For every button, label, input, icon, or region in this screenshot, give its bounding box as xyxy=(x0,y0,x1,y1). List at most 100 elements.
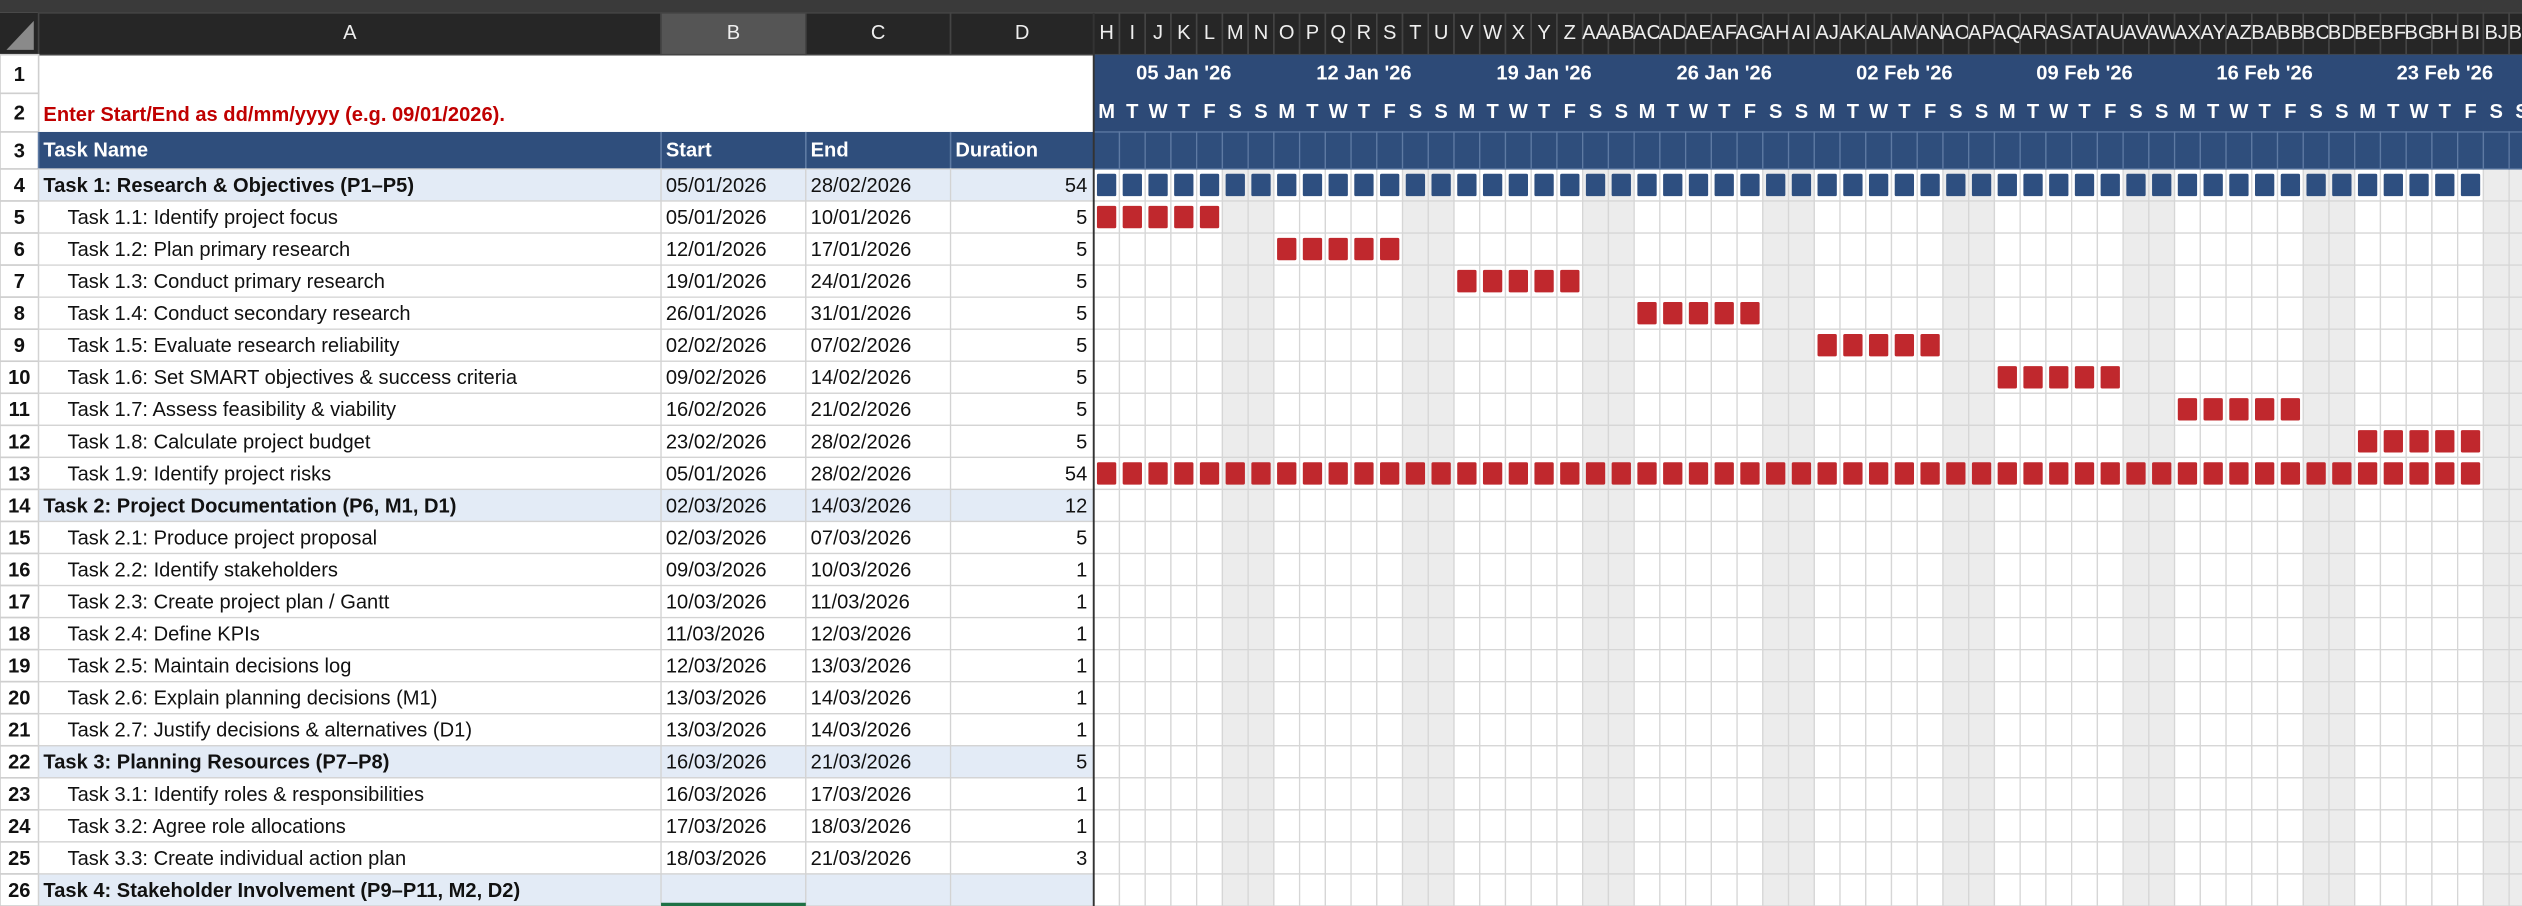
gantt-cell[interactable] xyxy=(1839,745,1867,779)
gantt-cell[interactable] xyxy=(2431,264,2459,298)
column-header[interactable] xyxy=(1581,12,1610,56)
gantt-cell[interactable] xyxy=(2379,232,2407,266)
gantt-cell[interactable] xyxy=(1350,841,1378,875)
gantt-cell[interactable] xyxy=(2122,232,2150,266)
gantt-cell[interactable] xyxy=(1479,200,1507,234)
gantt-cell[interactable] xyxy=(2148,360,2176,394)
gantt-cell[interactable] xyxy=(2431,328,2459,362)
gantt-cell[interactable] xyxy=(1273,745,1301,779)
gantt-cell[interactable] xyxy=(2328,745,2356,779)
gantt-cell[interactable] xyxy=(2405,809,2433,843)
column-header[interactable] xyxy=(2070,12,2099,56)
gantt-cell[interactable] xyxy=(1530,777,1558,811)
cell[interactable] xyxy=(37,681,662,715)
cell[interactable] xyxy=(37,200,662,234)
gantt-cell[interactable] xyxy=(1530,713,1558,747)
gantt-cell[interactable] xyxy=(1813,841,1841,875)
gantt-cell[interactable] xyxy=(2019,873,2047,906)
gantt-cell[interactable] xyxy=(1530,809,1558,843)
gantt-cell[interactable] xyxy=(1530,488,1558,523)
gantt-cell[interactable] xyxy=(2070,296,2099,330)
gantt-cell[interactable] xyxy=(2302,360,2330,394)
gantt-cell[interactable] xyxy=(1530,392,1558,426)
gantt-cell[interactable] xyxy=(2070,264,2099,298)
gantt-cell[interactable] xyxy=(1813,424,1841,459)
gantt-cell[interactable] xyxy=(1762,713,1790,747)
row-number[interactable]: 1 xyxy=(14,64,25,86)
gantt-cell[interactable] xyxy=(2070,520,2099,555)
gantt-cell[interactable] xyxy=(1787,873,1815,906)
column-letter[interactable]: AZ xyxy=(2226,22,2252,44)
gantt-cell[interactable] xyxy=(1118,777,1146,811)
gantt-cell[interactable] xyxy=(2302,200,2330,234)
gantt-cell[interactable] xyxy=(1273,616,1301,651)
gantt-cell[interactable] xyxy=(1530,616,1558,651)
gantt-cell[interactable] xyxy=(2379,264,2407,298)
gantt-cell[interactable] xyxy=(1170,264,1198,298)
gantt-cell[interactable] xyxy=(2379,520,2407,555)
gantt-cell[interactable] xyxy=(1607,713,1635,747)
gantt-cell[interactable] xyxy=(2225,584,2253,619)
row-number[interactable]: 5 xyxy=(14,207,25,229)
gantt-cell[interactable] xyxy=(1839,296,1867,330)
gantt-cell[interactable] xyxy=(1427,328,1455,362)
gantt-cell[interactable] xyxy=(2225,360,2253,394)
gantt-cell[interactable] xyxy=(1479,713,1507,747)
gantt-cell[interactable] xyxy=(2251,296,2279,330)
gantt-cell[interactable] xyxy=(1942,328,1970,362)
column-letter[interactable]: D xyxy=(1015,22,1030,44)
column-letter[interactable]: AC xyxy=(1633,22,1661,44)
gantt-cell[interactable] xyxy=(2148,809,2176,843)
gantt-cell[interactable] xyxy=(1607,200,1635,234)
gantt-cell[interactable] xyxy=(2173,873,2201,906)
gantt-cell[interactable] xyxy=(1556,296,1584,330)
gantt-cell[interactable] xyxy=(1247,873,1275,906)
gantt-cell[interactable] xyxy=(1118,873,1146,906)
gantt-cell[interactable] xyxy=(1453,584,1481,619)
gantt-cell[interactable] xyxy=(2122,392,2150,426)
gantt-cell[interactable] xyxy=(1273,200,1301,234)
gantt-cell[interactable] xyxy=(1170,713,1198,747)
gantt-cell[interactable] xyxy=(2457,200,2485,234)
gantt-cell[interactable] xyxy=(1993,841,2021,875)
column-letter[interactable]: AL xyxy=(1866,22,1891,44)
gantt-cell[interactable] xyxy=(2199,873,2227,906)
gantt-cell[interactable] xyxy=(1993,520,2021,555)
gantt-cell[interactable] xyxy=(1530,873,1558,906)
row-number[interactable]: 2 xyxy=(14,103,25,125)
gantt-cell[interactable] xyxy=(1865,296,1893,330)
gantt-cell[interactable] xyxy=(1787,616,1815,651)
gantt-cell[interactable] xyxy=(1582,200,1610,234)
cell[interactable] xyxy=(660,328,807,362)
gantt-cell[interactable] xyxy=(1736,648,1764,683)
gantt-cell[interactable] xyxy=(2302,424,2330,459)
gantt-cell[interactable] xyxy=(1298,488,1326,523)
gantt-cell[interactable] xyxy=(1736,360,1764,394)
gantt-cell[interactable] xyxy=(2405,520,2433,555)
gantt-cell[interactable] xyxy=(1530,584,1558,619)
gantt-cell[interactable] xyxy=(1401,552,1429,587)
gantt-cell[interactable] xyxy=(1324,488,1352,523)
column-letter[interactable]: W xyxy=(1483,22,1502,44)
gantt-cell[interactable] xyxy=(2225,745,2253,779)
gantt-cell[interactable] xyxy=(1993,873,2021,906)
gantt-cell[interactable] xyxy=(2328,841,2356,875)
gantt-cell[interactable] xyxy=(2225,809,2253,843)
gantt-cell[interactable] xyxy=(2122,296,2150,330)
gantt-cell[interactable] xyxy=(1710,392,1738,426)
gantt-cell[interactable] xyxy=(1453,616,1481,651)
row-number[interactable]: 26 xyxy=(8,880,30,902)
gantt-cell[interactable] xyxy=(1684,809,1713,843)
gantt-cell[interactable] xyxy=(2096,809,2124,843)
gantt-cell[interactable] xyxy=(1273,488,1301,523)
gantt-cell[interactable] xyxy=(1401,616,1429,651)
gantt-cell[interactable] xyxy=(1350,777,1378,811)
gantt-cell[interactable] xyxy=(1324,745,1352,779)
gantt-cell[interactable] xyxy=(1273,264,1301,298)
gantt-cell[interactable] xyxy=(1993,616,2021,651)
gantt-cell[interactable] xyxy=(1221,584,1249,619)
gantt-cell[interactable] xyxy=(1324,777,1352,811)
gantt-cell[interactable] xyxy=(1118,488,1146,523)
cell[interactable] xyxy=(805,841,952,875)
gantt-cell[interactable] xyxy=(1247,392,1275,426)
